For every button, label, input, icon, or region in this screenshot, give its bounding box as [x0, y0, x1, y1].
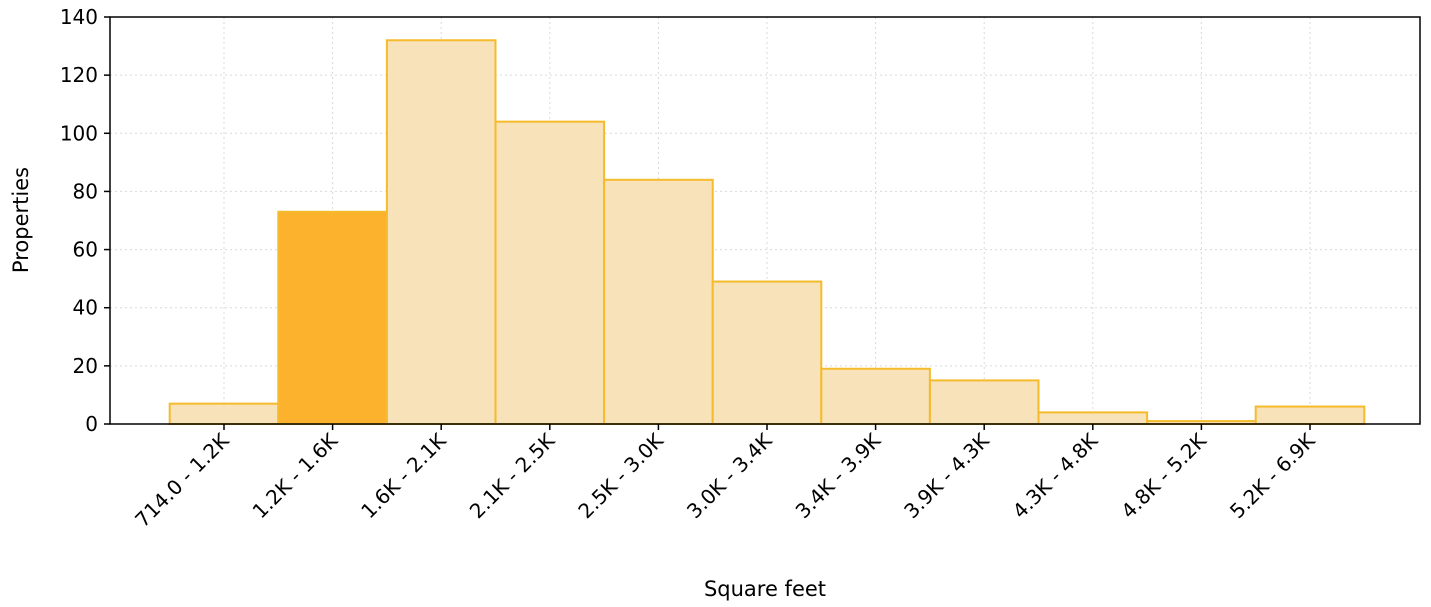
- x-axis-label: Square feet: [704, 577, 826, 601]
- x-ticks: 714.0 - 1.2K 1.2K - 1.6K 1.6K - 2.1K 2.1K -…: [130, 424, 1320, 532]
- x-tick-label: 714.0 - 1.2K: [130, 428, 234, 532]
- bar[interactable]: [711, 280, 823, 425]
- bar[interactable]: [603, 178, 714, 425]
- x-tick-label: 3.4K - 3.9K: [791, 428, 886, 523]
- bar[interactable]: [168, 402, 280, 425]
- x-tick-label: 1.6K - 2.1K: [356, 428, 451, 523]
- bar[interactable]: [1037, 411, 1149, 426]
- y-axis-label: Properties: [9, 167, 33, 273]
- x-tick-label: 2.1K - 2.5K: [465, 428, 560, 523]
- y-tick-label: 0: [85, 412, 98, 436]
- y-ticks: 0 20 40 60 80 100 120 140: [60, 5, 110, 436]
- bar[interactable]: [928, 379, 1040, 425]
- x-tick-label: 2.5K - 3.0K: [573, 428, 668, 523]
- x-tick-label: 4.8K - 5.2K: [1116, 428, 1211, 523]
- plot-frame: [109, 16, 1421, 425]
- bar[interactable]: [494, 120, 606, 426]
- bar-highlighted[interactable]: [277, 210, 388, 425]
- y-tick-label: 80: [73, 179, 98, 203]
- bar[interactable]: [1254, 405, 1366, 425]
- axes-layer: [109, 16, 1421, 425]
- y-tick-label: 20: [73, 354, 98, 378]
- x-tick-label: 3.9K - 4.3K: [899, 428, 994, 523]
- x-tick-label: 5.2K - 6.9K: [1225, 428, 1320, 523]
- y-tick-label: 120: [60, 63, 98, 87]
- x-tick-label: 1.2K - 1.6K: [248, 428, 343, 523]
- x-tick-label: 4.3K - 4.8K: [1008, 428, 1103, 523]
- y-tick-label: 60: [73, 238, 98, 262]
- bar[interactable]: [385, 39, 497, 425]
- bar[interactable]: [820, 367, 931, 425]
- bars-layer: [168, 39, 1366, 426]
- y-tick-label: 100: [60, 121, 98, 145]
- y-tick-label: 40: [73, 296, 98, 320]
- y-tick-label: 140: [60, 5, 98, 29]
- x-tick-label: 3.0K - 3.4K: [682, 428, 777, 523]
